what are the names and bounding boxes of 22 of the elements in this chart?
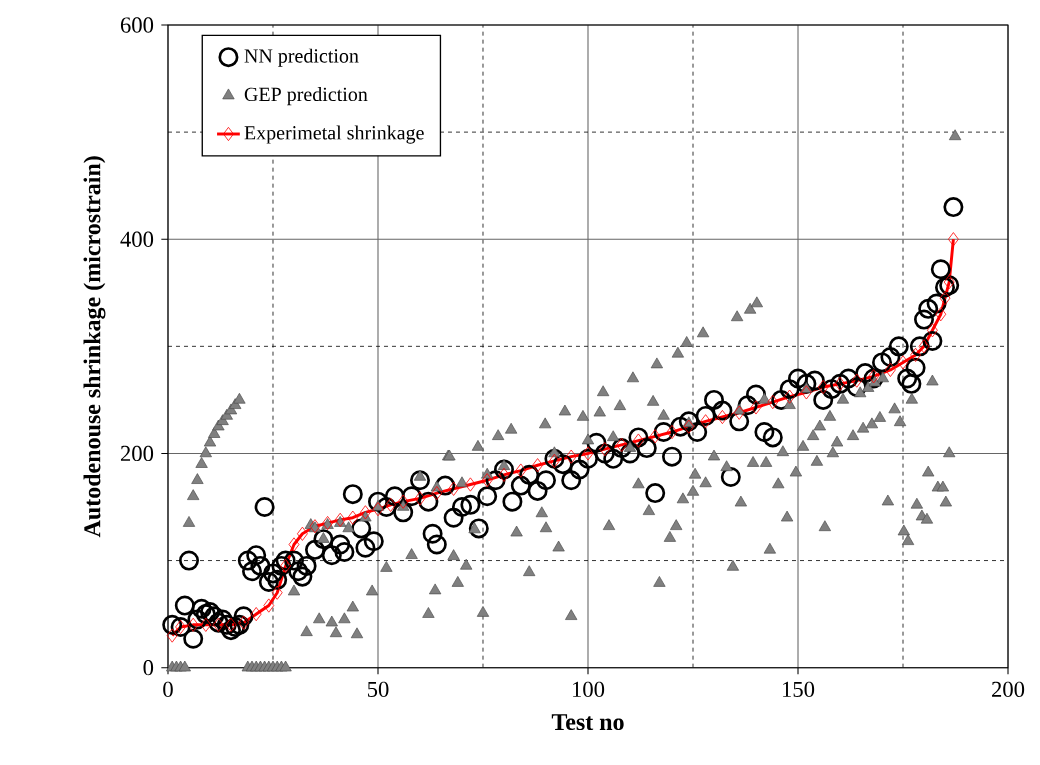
x-tick-label: 200 — [992, 681, 1025, 698]
point — [263, 598, 275, 613]
point — [288, 537, 300, 552]
legend-label: NN prediction — [244, 48, 359, 67]
y-tick-label: 200 — [120, 445, 154, 462]
legend-label: Experimetal shrinkage — [244, 125, 424, 144]
point — [360, 505, 371, 520]
legend-label: GEP prediction — [244, 87, 368, 106]
point — [465, 477, 476, 492]
x-axis-title: Test no — [551, 714, 624, 731]
x-tick-label: 50 — [367, 681, 389, 698]
x-tick-label: 0 — [163, 681, 173, 698]
y-tick-label: 600 — [120, 17, 154, 33]
y-tick-label: 0 — [143, 660, 154, 676]
x-tick-label: 150 — [782, 681, 815, 698]
y-tick-label: 400 — [120, 231, 154, 247]
point — [897, 355, 909, 370]
y-axis-title: Autodenouse shrinkage (microstrain) — [83, 156, 106, 538]
x-tick-label: 100 — [572, 681, 605, 698]
point — [334, 512, 346, 527]
point — [297, 526, 308, 541]
point — [948, 232, 959, 247]
